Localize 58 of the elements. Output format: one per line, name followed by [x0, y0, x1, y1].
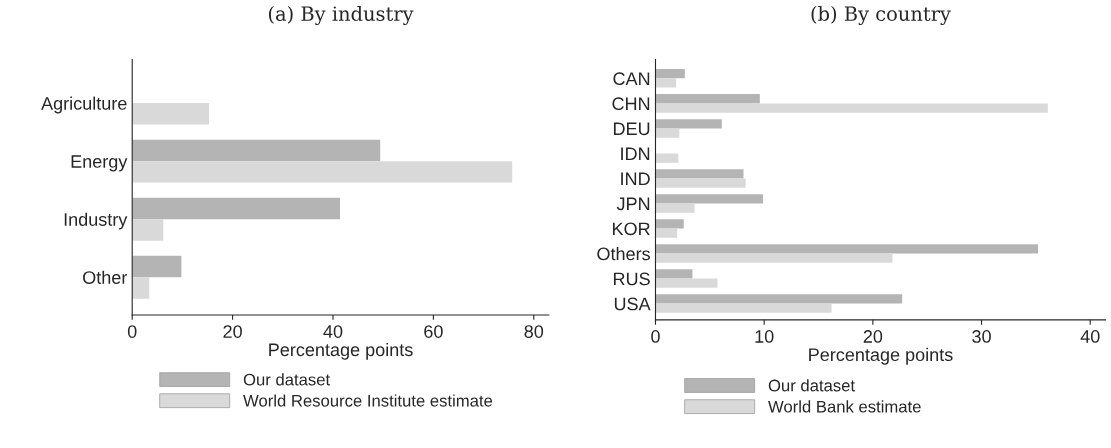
bar: [655, 278, 718, 288]
legend-label: Our dataset: [243, 373, 330, 386]
x-tick-label: 30: [972, 330, 991, 343]
x-tick-label: 60: [424, 325, 443, 338]
bar: [132, 103, 210, 125]
bar: [132, 255, 182, 278]
y-tick-label: Others: [597, 247, 650, 261]
y-tick-label: IDN: [621, 147, 650, 160]
y-tick-label: KOR: [612, 222, 650, 236]
bar: [655, 128, 680, 138]
bar: [132, 219, 164, 241]
bar: [655, 228, 678, 238]
bar: [655, 269, 693, 279]
x-tick-label: 10: [755, 330, 774, 343]
bar: [655, 69, 685, 79]
bar: [655, 103, 1048, 113]
x-tick-label: 0: [651, 330, 660, 343]
bar: [132, 139, 381, 162]
y-tick-label: CAN: [613, 72, 650, 86]
y-tick-label: CHN: [612, 97, 650, 111]
x-tick-label: 40: [1080, 330, 1100, 343]
bar: [655, 78, 677, 88]
bar: [655, 219, 684, 229]
y-tick-label: IND: [621, 172, 650, 186]
x-axis-title: Percentage points: [269, 342, 413, 360]
y-tick-label: JPN: [616, 197, 650, 211]
x-axis-title: Percentage points: [809, 347, 953, 365]
x-tick-label: 20: [863, 330, 883, 343]
x-tick-label: 0: [127, 325, 137, 338]
bar: [132, 197, 341, 220]
bar: [132, 277, 150, 299]
bar: [655, 153, 679, 163]
legend-label: Our dataset: [768, 379, 855, 392]
chart-title: (a) By industry: [268, 5, 414, 26]
bar: [655, 303, 832, 313]
x-tick-label: 40: [323, 325, 343, 338]
bar: [655, 94, 760, 104]
bar: [655, 244, 1039, 254]
legend-label: World Resource Institute estimate: [243, 394, 493, 407]
bar: [655, 178, 746, 188]
y-tick-label: Industry: [64, 212, 128, 230]
chart-title: (b) By country: [811, 5, 951, 26]
y-tick-label: RUS: [613, 272, 650, 286]
bar: [655, 294, 903, 304]
bar: [655, 169, 744, 179]
bar: [655, 253, 893, 263]
y-tick-label: Agriculture: [41, 96, 127, 114]
bar: [655, 194, 764, 204]
y-tick-label: DEU: [613, 122, 650, 136]
y-tick-label: Energy: [71, 155, 128, 172]
bar: [655, 119, 722, 129]
bar: [132, 161, 513, 183]
y-tick-label: Other: [83, 270, 128, 284]
y-tick-label: USA: [614, 297, 651, 311]
x-tick-label: 80: [524, 325, 544, 338]
bar: [655, 203, 695, 213]
legend-label: World Bank estimate: [768, 400, 921, 413]
x-tick-label: 20: [223, 325, 242, 338]
